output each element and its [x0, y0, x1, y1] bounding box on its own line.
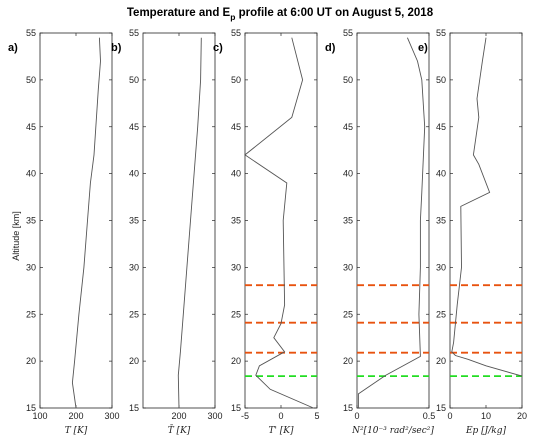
- profile-line: [357, 37, 426, 408]
- y-tick-label: 40: [436, 169, 446, 179]
- panel-label: c): [213, 42, 223, 54]
- y-tick-label: 25: [129, 309, 139, 319]
- y-axis-label: Altitude [km]: [11, 211, 21, 261]
- y-tick-label: 30: [129, 262, 139, 272]
- x-axis-label: T [K]: [65, 426, 88, 436]
- x-tick-label: 0.5: [423, 411, 436, 421]
- y-tick-label: 25: [231, 309, 241, 319]
- x-axis-label: T' [K]: [268, 426, 294, 436]
- panel-label: e): [418, 42, 428, 54]
- x-tick-label: 5: [314, 411, 319, 421]
- x-tick-label: 0: [354, 411, 359, 421]
- profile-line: [244, 37, 314, 409]
- panel-label: d): [325, 42, 336, 54]
- x-tick-label: 100: [32, 411, 47, 421]
- x-axis-label: T̄ [K]: [168, 424, 191, 436]
- y-tick-label: 30: [343, 262, 353, 272]
- y-tick-label: 40: [343, 169, 353, 179]
- y-tick-label: 35: [343, 216, 353, 226]
- panel-b: 15 20 25 30 35 40 45 50 55 200 300 b) T̄ [K]: [111, 28, 223, 436]
- y-tick-label: 20: [343, 356, 353, 366]
- x-axis-label: Ep [J/kg]: [465, 426, 507, 436]
- y-tick-label: 55: [231, 28, 241, 38]
- panel-d: 15 20 25 30 35 40 45 50 55 0 0.5 d) N²[10⁻³ rad²/sec…: [325, 28, 435, 436]
- axes-frame: [142, 32, 216, 409]
- y-tick-label: 20: [26, 356, 36, 366]
- y-tick-label: 25: [343, 309, 353, 319]
- title-main: Temperature and E: [127, 7, 231, 19]
- y-tick-label: 45: [26, 122, 36, 132]
- profile-line: [71, 37, 101, 409]
- x-tick-label: 200: [171, 411, 186, 421]
- x-tick-label: 10: [481, 411, 491, 421]
- y-tick-label: 50: [129, 75, 139, 85]
- y-tick-label: 40: [129, 169, 139, 179]
- y-tick-label: 55: [343, 28, 353, 38]
- y-tick-label: 35: [26, 216, 36, 226]
- title-rest: profile at 6:00 UT on August 5, 2018: [235, 7, 433, 19]
- axes-frame: [39, 32, 113, 409]
- y-tick-label: 30: [26, 262, 36, 272]
- y-tick-label: 15: [343, 403, 353, 413]
- y-tick-label: 45: [343, 122, 353, 132]
- x-tick-label: 300: [104, 411, 119, 421]
- x-tick-label: -5: [241, 411, 249, 421]
- y-tick-label: 45: [231, 122, 241, 132]
- y-tick-label: 15: [26, 403, 36, 413]
- panel-c: 15 20 25 30 35 40 45 50 55 -5 0 5 c) T' [K]: [213, 28, 320, 436]
- y-tick-label: 50: [343, 75, 353, 85]
- y-tick-label: 25: [436, 309, 446, 319]
- y-tick-label: 20: [231, 356, 241, 366]
- x-axis-label: N²[10⁻³ rad²/sec²]: [351, 426, 434, 436]
- y-tick-label: 15: [231, 403, 241, 413]
- y-tick-label: 50: [436, 75, 446, 85]
- panel-label: a): [8, 42, 18, 54]
- y-tick-label: 30: [231, 262, 241, 272]
- y-tick-label: 55: [129, 28, 139, 38]
- x-tick-label: 200: [68, 411, 83, 421]
- y-tick-label: 55: [436, 28, 446, 38]
- axes-frame: [356, 32, 430, 409]
- panel-a: 15 20 25 30 35 40 45 50 55 100 200 300 a) T [K]: [8, 28, 120, 436]
- profile-line: [177, 37, 202, 409]
- y-tick-label: 50: [231, 75, 241, 85]
- panel-label: b): [111, 42, 122, 54]
- y-tick-label: 30: [436, 262, 446, 272]
- y-tick-label: 40: [26, 169, 36, 179]
- figure-title: Temperature and Ep profile at 6:00 UT on…: [127, 7, 434, 22]
- axes-frame: [244, 32, 318, 409]
- y-tick-label: 20: [436, 356, 446, 366]
- y-tick-label: 45: [129, 122, 139, 132]
- x-tick-label: 20: [517, 411, 527, 421]
- panel-e: 15 20 25 30 35 40 45 50 55 0 10 20 e) Ep [J/kg]: [418, 28, 527, 436]
- y-tick-label: 50: [26, 75, 36, 85]
- y-tick-label: 45: [436, 122, 446, 132]
- x-tick-label: 300: [207, 411, 222, 421]
- y-tick-label: 35: [129, 216, 139, 226]
- x-tick-label: 0: [278, 411, 283, 421]
- y-tick-label: 55: [26, 28, 36, 38]
- y-tick-label: 35: [231, 216, 241, 226]
- y-tick-label: 35: [436, 216, 446, 226]
- title-subscript: p: [230, 12, 235, 22]
- x-tick-label: 0: [447, 411, 452, 421]
- profile-line: [451, 37, 523, 377]
- y-tick-label: 20: [129, 356, 139, 366]
- y-tick-label: 15: [129, 403, 139, 413]
- y-tick-label: 15: [436, 403, 446, 413]
- y-tick-label: 40: [231, 169, 241, 179]
- y-tick-label: 25: [26, 309, 36, 319]
